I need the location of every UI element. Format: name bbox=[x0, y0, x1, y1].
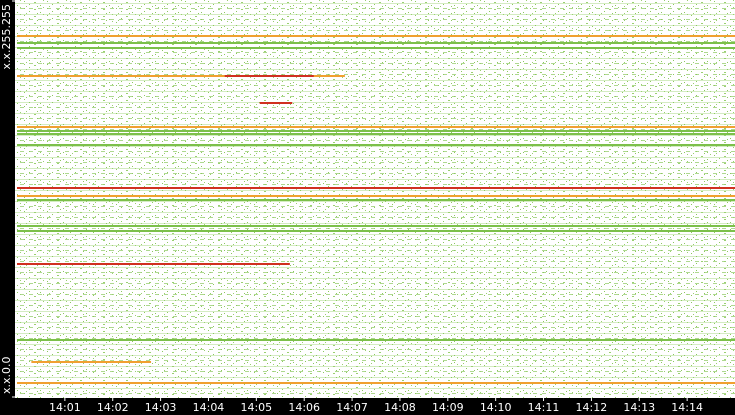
x-tick-label: 14:06 bbox=[288, 401, 320, 414]
x-tick-label: 14:13 bbox=[623, 401, 655, 414]
x-tick-label: 14:07 bbox=[336, 401, 368, 414]
x-axis-band bbox=[0, 398, 735, 415]
x-tick-label: 14:09 bbox=[432, 401, 464, 414]
x-tick-label: 14:08 bbox=[384, 401, 416, 414]
plot bbox=[17, 35, 735, 384]
x-tick-label: 14:05 bbox=[240, 401, 272, 414]
x-tick-label: 14:04 bbox=[193, 401, 225, 414]
x-tick-label: 14:01 bbox=[49, 401, 81, 414]
x-tick-label: 14:14 bbox=[671, 401, 703, 414]
x-tick-label: 14:11 bbox=[528, 401, 560, 414]
x-tick-label: 14:10 bbox=[480, 401, 512, 414]
x-tick-label: 14:12 bbox=[576, 401, 608, 414]
x-tick-label: 14:03 bbox=[145, 401, 177, 414]
y-tick-label: x.x.0.0 bbox=[0, 356, 13, 394]
x-tick-label: 14:02 bbox=[97, 401, 129, 414]
y-tick-label: x.x.255.255 bbox=[0, 4, 13, 70]
y-axis-band bbox=[0, 0, 15, 415]
